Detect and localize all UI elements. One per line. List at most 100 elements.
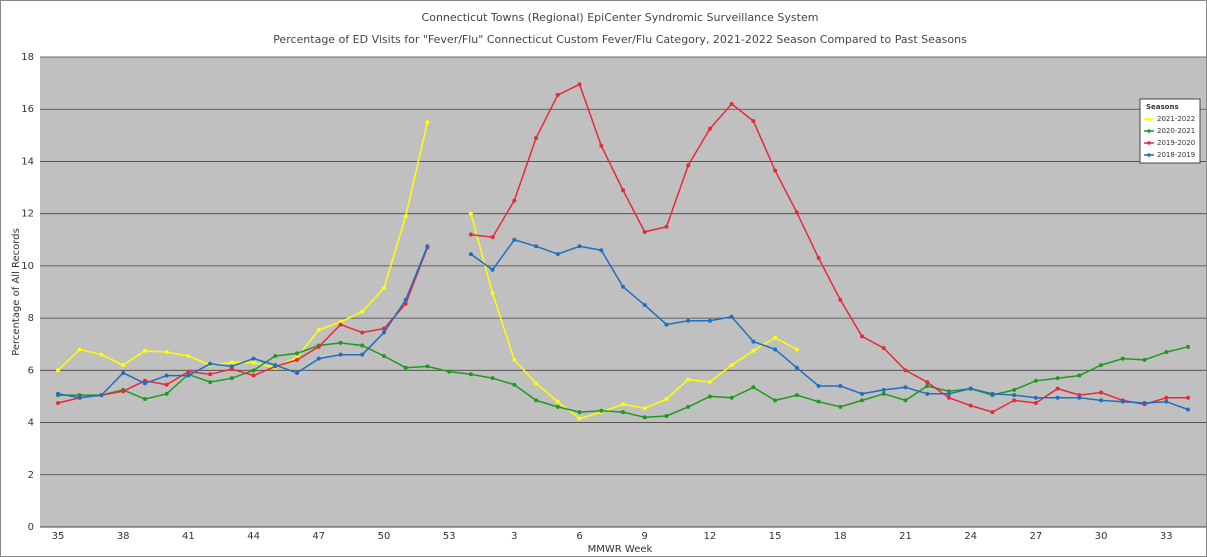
data-point	[381, 353, 386, 358]
data-point	[751, 118, 756, 123]
data-point	[295, 351, 300, 356]
data-point	[773, 335, 778, 340]
data-point	[338, 322, 343, 327]
data-point	[1142, 357, 1147, 362]
data-point	[664, 414, 669, 419]
y-tick-label: 14	[21, 156, 34, 167]
y-axis-label: Percentage of All Records	[11, 228, 22, 356]
data-point	[512, 198, 517, 203]
x-tick-label: 35	[52, 531, 65, 542]
data-point	[816, 399, 821, 404]
legend-marker	[1147, 153, 1151, 157]
data-point	[56, 368, 60, 373]
data-point	[56, 400, 60, 405]
x-tick-label: 21	[899, 531, 912, 542]
data-point	[946, 391, 951, 396]
series-line	[57, 238, 1189, 411]
x-tick-label: 50	[378, 531, 391, 542]
data-point	[729, 314, 734, 319]
data-point	[273, 363, 278, 368]
series-line	[57, 83, 1188, 413]
data-point	[1033, 378, 1038, 383]
data-point	[1012, 398, 1017, 403]
data-point	[621, 284, 625, 289]
data-point	[490, 376, 495, 381]
data-point	[360, 343, 365, 348]
data-point	[599, 248, 604, 253]
data-point	[707, 380, 712, 385]
data-point	[903, 368, 908, 373]
data-point	[707, 318, 712, 323]
legend-label: 2019-2020	[1157, 139, 1195, 147]
data-point	[1099, 363, 1104, 368]
legend-label: 2018-2019	[1157, 151, 1195, 159]
data-point	[338, 352, 343, 357]
data-point	[555, 404, 560, 409]
data-point	[447, 369, 452, 374]
data-point	[164, 382, 169, 387]
data-point	[621, 410, 625, 415]
data-point	[860, 391, 865, 396]
data-point	[403, 301, 408, 306]
data-point	[208, 361, 213, 366]
data-point	[642, 229, 647, 234]
data-point	[295, 370, 300, 375]
data-point	[186, 369, 191, 374]
data-point	[729, 363, 734, 368]
data-point	[425, 364, 430, 369]
y-tick-label: 18	[21, 52, 34, 63]
data-point	[686, 318, 691, 323]
data-point	[794, 210, 799, 215]
data-point	[403, 365, 408, 370]
data-point	[186, 373, 191, 378]
data-point	[1142, 400, 1147, 405]
data-point	[534, 398, 539, 403]
data-point	[729, 395, 734, 400]
data-point	[903, 398, 908, 403]
data-point	[77, 395, 82, 400]
y-tick-label: 4	[28, 418, 34, 429]
x-tick-label: 47	[312, 531, 325, 542]
data-point	[142, 397, 147, 402]
data-point	[360, 309, 365, 314]
data-point	[251, 373, 256, 378]
data-point	[577, 244, 582, 249]
data-point	[468, 372, 473, 377]
x-tick-label: 30	[1095, 531, 1108, 542]
legend-marker	[1147, 129, 1151, 133]
data-point	[621, 188, 625, 193]
data-point	[99, 393, 104, 398]
data-point	[229, 360, 234, 365]
legend-label: 2021-2022	[1157, 115, 1195, 123]
data-point	[1012, 387, 1017, 392]
data-point	[838, 297, 843, 302]
data-point	[729, 102, 734, 106]
data-point	[186, 353, 191, 358]
data-point	[425, 120, 430, 125]
data-point	[208, 380, 213, 385]
x-tick-label: 38	[117, 531, 130, 542]
data-point	[925, 391, 930, 396]
data-point	[903, 385, 908, 390]
data-point	[534, 381, 539, 386]
y-tick-label: 12	[21, 209, 34, 220]
data-point	[164, 373, 169, 378]
x-tick-label: 6	[576, 531, 582, 542]
data-point	[555, 92, 560, 97]
data-point	[121, 370, 126, 375]
data-point	[881, 391, 886, 396]
x-tick-label: 15	[769, 531, 782, 542]
data-point	[251, 368, 256, 373]
data-point	[968, 403, 973, 408]
data-point	[56, 391, 60, 396]
data-point	[686, 163, 691, 168]
data-point	[316, 356, 321, 361]
data-point	[468, 211, 473, 216]
data-point	[925, 380, 930, 385]
data-point	[229, 376, 234, 381]
data-point	[99, 352, 104, 357]
data-point	[490, 267, 495, 272]
data-point	[490, 235, 495, 240]
data-point	[773, 347, 778, 352]
data-point	[1055, 395, 1060, 400]
